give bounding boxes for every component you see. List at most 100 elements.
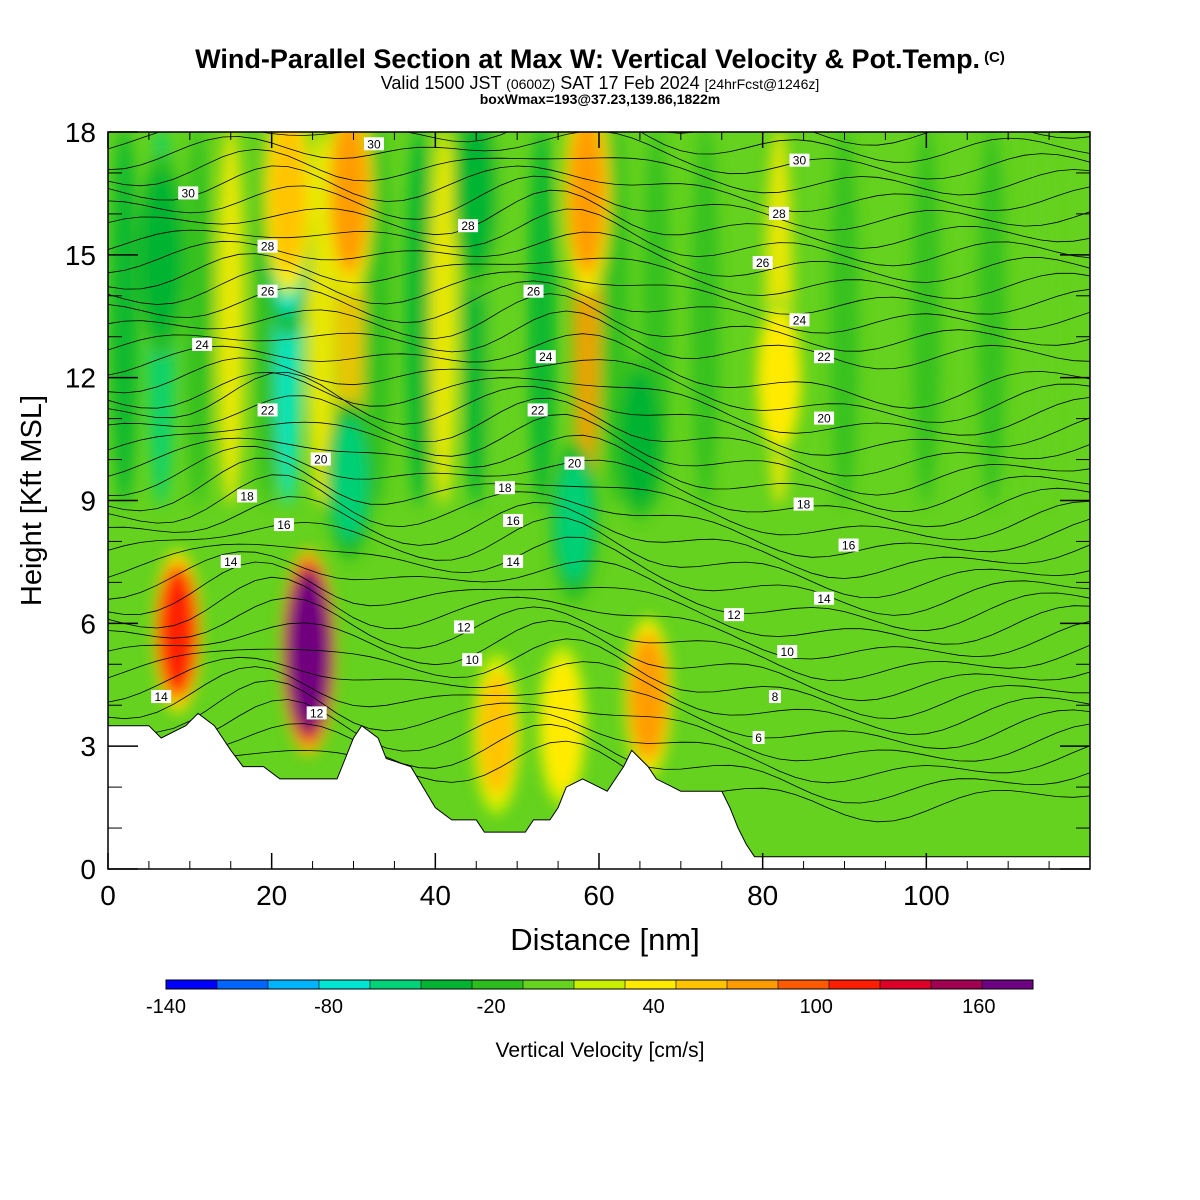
x-tick-label: 60 [583,880,614,911]
theta-label-text: 28 [461,219,475,233]
theta-contour-35 [108,148,1090,196]
theta-label-5: 20 [310,452,331,467]
theta-contour-4 [108,666,1090,750]
theta-contour-3 [108,679,1090,762]
colorbar-tick-label: -80 [314,996,343,1018]
theta-label-bg [503,513,524,527]
theta-label-24: 26 [752,256,773,270]
theta-label-text: 14 [155,690,169,704]
theta-label-bg [768,690,781,704]
theta-label-6: 18 [237,489,258,503]
theta-label-bg [273,518,294,532]
theta-label-bg [789,153,810,167]
theta-label-bg [458,219,479,233]
terrain-profile [107,712,1091,870]
theta-label-text: 26 [261,285,275,299]
theta-contour-15 [108,474,1090,558]
theta-label-text: 12 [310,706,324,720]
velocity-band-17 [691,132,720,507]
velocity-cell-7-ring-3 [287,574,330,729]
velocity-cell-3-ring-3 [556,460,593,582]
theta-contour-34 [108,165,1090,213]
valid-time-utc: (0600Z) [506,76,556,92]
theta-contour-17 [108,445,1090,528]
plot-axes: 0 20 40 60 80 100 0 3 6 9 12 15 18 Distance [nm] Heigh… [16,117,1091,957]
x-tick-label: 20 [256,880,287,911]
x-tick-label: 0 [100,880,116,911]
theta-label-text: 10 [465,653,479,667]
velocity-band-21 [977,132,1006,507]
y-tick-label: 9 [80,486,96,517]
colorbar-tick-label: -20 [477,996,506,1018]
theta-label-bg [564,456,585,470]
theta-label-15: 22 [527,403,548,417]
theta-label-bg [752,730,765,744]
theta-label-text: 26 [527,285,541,299]
colorbar-swatch-15 [931,980,983,989]
velocity-cell-6-ring-3 [159,571,196,693]
x-tick-label: 40 [420,880,451,911]
theta-label-bg [453,620,474,634]
velocity-cell-8-ring-3 [568,132,606,271]
theta-contour-29 [108,253,1090,299]
theta-label-3: 24 [192,337,213,352]
theta-contour-39 [108,72,1090,127]
colorbar-swatch-9 [625,980,677,989]
theta-contour-25 [108,310,1090,370]
box-max-info: boxWmax=193@37.23,139.86,1822m [479,91,721,107]
theta-label-31: 12 [724,608,745,622]
theta-contour-33 [108,175,1090,231]
theta-contour-5 [108,656,1090,736]
colorbar-swatch-11 [727,980,779,989]
theta-label-bg [523,284,544,298]
velocity-cell-12-ring-3 [478,673,516,795]
theta-label-30: 14 [814,591,835,606]
theta-label-bg [257,403,278,417]
velocity-cell-9-ring-3 [331,132,368,271]
theta-label-bg [814,591,835,605]
theta-label-23: 28 [769,206,790,221]
forecast-info: [24hrFcst@1246z] [704,76,820,92]
velocity-cell-2-ring-3 [331,419,368,541]
theta-label-text: 28 [261,240,275,254]
theta-label-26: 22 [814,350,835,364]
theta-contour-12 [108,536,1090,616]
theta-label-bg [793,497,814,511]
theta-label-text: 20 [817,412,831,426]
theta-label-19: 14 [503,554,524,569]
theta-label-bg [192,337,213,351]
theta-label-bg [752,256,773,270]
theta-label-1: 28 [257,239,278,254]
theta-contour-24 [108,333,1090,409]
theta-label-bg [237,489,258,503]
colorbar-label: Vertical Velocity [cm/s] [496,1039,705,1062]
theta-label-0: 30 [178,186,199,200]
copyright-mark: (C) [984,49,1005,66]
y-tick-label: 0 [80,854,96,885]
velocity-cell-0-ring-3 [142,177,180,332]
theta-contour-23 [108,357,1090,423]
theta-contour-28 [108,268,1090,315]
theta-label-bg [462,653,483,667]
colorbar-swatch-10 [676,980,728,989]
theta-label-text: 14 [224,555,238,569]
theta-label-text: 6 [755,731,762,745]
theta-label-bg [838,538,859,552]
colorbar-swatch-1 [217,980,269,989]
colorbar-frame [165,979,1034,990]
y-axis-label: Height [Kft MSL] [16,395,48,606]
theta-label-bg [220,554,241,568]
theta-label-20: 12 [453,620,474,634]
colorbar-swatch-3 [319,980,371,989]
theta-contour-13 [108,517,1090,599]
theta-label-text: 16 [506,514,520,528]
colorbar-tick-label: -140 [146,996,186,1018]
theta-label-text: 14 [817,592,831,606]
y-tick-label: 12 [65,363,96,394]
velocity-band-0 [110,132,139,507]
y-tick-label: 3 [80,731,96,762]
theta-label-2: 26 [257,284,278,299]
theta-label-25: 24 [789,313,810,327]
theta-label-bg [363,137,384,151]
theta-label-text: 8 [772,690,779,704]
